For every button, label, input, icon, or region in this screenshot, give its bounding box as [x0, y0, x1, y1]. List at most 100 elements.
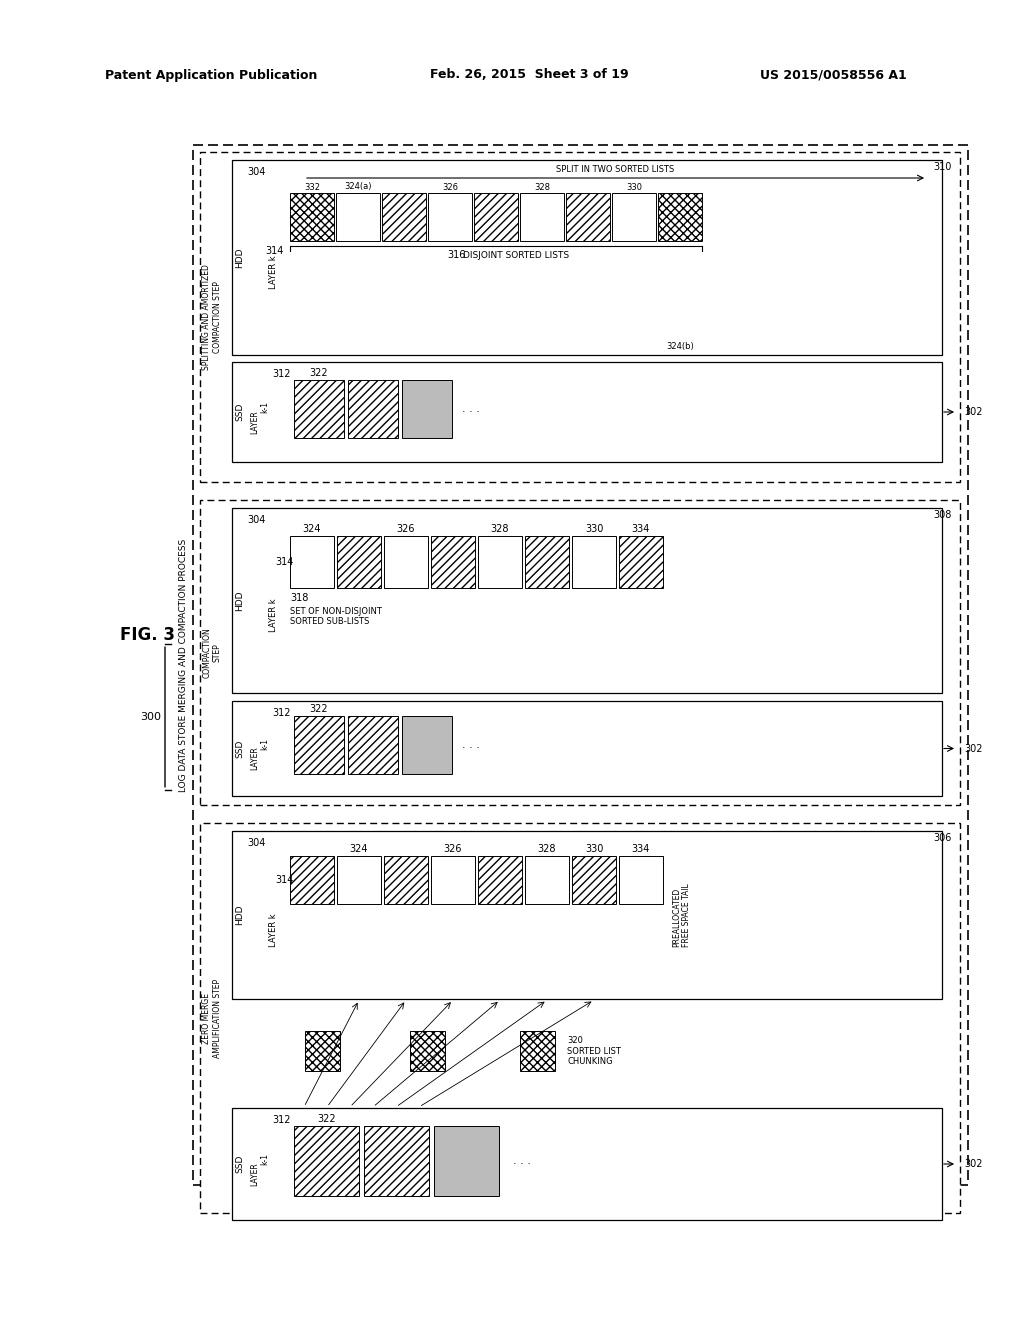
Text: 306: 306	[934, 833, 952, 843]
Text: LOG DATA STORE MERGING AND COMPACTION PROCESS: LOG DATA STORE MERGING AND COMPACTION PR…	[178, 539, 187, 792]
Text: 314: 314	[274, 557, 293, 568]
Text: Feb. 26, 2015  Sheet 3 of 19: Feb. 26, 2015 Sheet 3 of 19	[430, 69, 629, 82]
Bar	[478, 855, 522, 904]
Bar	[520, 193, 564, 242]
Bar	[336, 193, 380, 242]
Bar	[525, 536, 569, 587]
Text: LAYER k: LAYER k	[269, 256, 279, 289]
Bar	[478, 536, 522, 587]
Text: HDD: HDD	[236, 590, 245, 611]
Text: 312: 312	[272, 370, 291, 379]
Text: 330: 330	[585, 843, 603, 854]
Bar	[232, 1107, 942, 1220]
Text: k-1: k-1	[260, 401, 269, 413]
Text: HDD: HDD	[236, 247, 245, 268]
Text: 328: 328	[490, 524, 509, 535]
Text: 302: 302	[964, 407, 982, 417]
Bar	[337, 855, 381, 904]
Text: 312: 312	[272, 1115, 291, 1125]
Text: PREALLOCATED
FREE SPACE TAIL: PREALLOCATED FREE SPACE TAIL	[672, 883, 691, 946]
Bar	[348, 380, 398, 438]
Text: SSD: SSD	[236, 739, 245, 758]
Text: . . .: . . .	[513, 1156, 530, 1166]
Text: . . .: . . .	[462, 404, 480, 414]
Text: 330: 330	[585, 524, 603, 535]
Bar	[200, 500, 961, 805]
Text: 314: 314	[265, 246, 284, 256]
Text: ZERO MERGE
AMPLIFICATION STEP: ZERO MERGE AMPLIFICATION STEP	[203, 978, 222, 1057]
Bar	[525, 855, 569, 904]
Text: SPLITTING AND AMORTIZED
COMPACTION STEP: SPLITTING AND AMORTIZED COMPACTION STEP	[203, 264, 222, 370]
Bar	[428, 193, 472, 242]
Text: 326: 326	[396, 524, 416, 535]
Text: 334: 334	[632, 524, 650, 535]
Bar	[232, 362, 942, 462]
Bar	[431, 536, 475, 587]
Text: k-1: k-1	[260, 738, 269, 750]
Bar	[232, 508, 942, 693]
Text: LAYER k: LAYER k	[269, 599, 279, 632]
Bar	[402, 715, 452, 774]
Text: SSD: SSD	[236, 1155, 245, 1173]
Bar	[294, 380, 344, 438]
Bar	[384, 536, 428, 587]
Bar	[348, 715, 398, 774]
Text: 320
SORTED LIST
CHUNKING: 320 SORTED LIST CHUNKING	[567, 1036, 621, 1067]
Text: SET OF NON-DISJOINT: SET OF NON-DISJOINT	[290, 606, 382, 615]
Text: 310: 310	[934, 162, 952, 172]
Text: 302: 302	[964, 1159, 982, 1170]
Text: 304: 304	[248, 168, 266, 177]
Bar	[410, 1031, 445, 1071]
Text: SORTED SUB-LISTS: SORTED SUB-LISTS	[290, 618, 370, 627]
Text: SSD: SSD	[236, 403, 245, 421]
Text: US 2015/0058556 A1: US 2015/0058556 A1	[760, 69, 906, 82]
Text: 324: 324	[350, 843, 369, 854]
Text: 322: 322	[309, 704, 329, 714]
Text: 322: 322	[317, 1114, 336, 1125]
Bar	[290, 536, 334, 587]
Text: 324: 324	[303, 524, 322, 535]
Text: LAYER: LAYER	[251, 411, 259, 434]
Text: 314: 314	[274, 875, 293, 884]
Bar	[200, 822, 961, 1213]
Bar	[474, 193, 518, 242]
Text: 324(b): 324(b)	[667, 342, 694, 351]
Bar	[337, 536, 381, 587]
Bar	[290, 855, 334, 904]
Bar	[364, 1126, 429, 1196]
Text: 318: 318	[290, 593, 308, 603]
Bar	[566, 193, 610, 242]
Text: 328: 328	[534, 182, 550, 191]
Text: 312: 312	[272, 708, 291, 718]
Text: 302: 302	[964, 743, 982, 754]
Text: 322: 322	[309, 368, 329, 378]
Text: 332: 332	[304, 182, 319, 191]
Bar	[232, 701, 942, 796]
Bar	[572, 536, 616, 587]
Bar	[618, 536, 663, 587]
Text: 308: 308	[934, 510, 952, 520]
Text: 304: 304	[248, 515, 266, 525]
Bar	[193, 145, 968, 1185]
Text: SPLIT IN TWO SORTED LISTS: SPLIT IN TWO SORTED LISTS	[556, 165, 675, 174]
Bar	[402, 380, 452, 438]
Bar	[294, 715, 344, 774]
Text: 326: 326	[442, 182, 458, 191]
Text: 300: 300	[140, 711, 162, 722]
Bar	[384, 855, 428, 904]
Text: 304: 304	[248, 838, 266, 847]
Bar	[618, 855, 663, 904]
Text: COMPACTION
STEP: COMPACTION STEP	[203, 627, 222, 678]
Bar	[612, 193, 656, 242]
Text: 316: 316	[446, 249, 465, 260]
Bar	[572, 855, 616, 904]
Text: . . .: . . .	[462, 741, 480, 750]
Text: 324(a): 324(a)	[344, 182, 372, 191]
Bar	[382, 193, 426, 242]
Bar	[431, 855, 475, 904]
Text: 326: 326	[443, 843, 462, 854]
Bar	[434, 1126, 499, 1196]
Bar	[305, 1031, 340, 1071]
Bar	[294, 1126, 359, 1196]
Text: LAYER: LAYER	[251, 747, 259, 771]
